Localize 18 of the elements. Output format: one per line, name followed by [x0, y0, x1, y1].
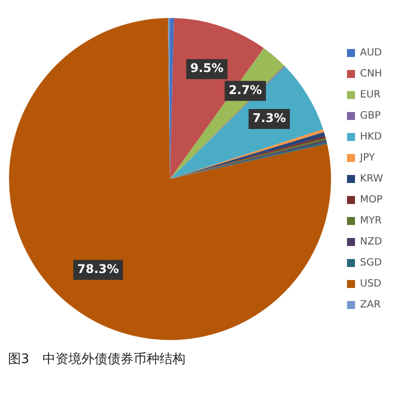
legend-label: JPY — [359, 152, 376, 164]
legend-label: KRW — [360, 174, 384, 185]
legend-label: EUR — [360, 90, 381, 101]
data-label: 7.3% — [252, 111, 286, 126]
text: 图3 中资境外债债券币种结构 — [8, 351, 186, 368]
legend-label: HKD — [360, 132, 382, 143]
legend-label: CNH — [360, 68, 382, 80]
legend-label: MOP — [360, 194, 383, 206]
legend-label: SGD — [360, 258, 382, 269]
legend-label: MYR — [360, 216, 382, 227]
legend-label: NZD — [360, 236, 382, 248]
data-label: 2.7% — [228, 82, 262, 97]
legend-label: GBP — [360, 110, 381, 122]
legend-label: USD — [360, 278, 382, 290]
data-label: 78.3% — [77, 262, 119, 276]
legend-label: AUD — [360, 48, 382, 59]
data-label: 9.5% — [190, 61, 224, 76]
legend-label: ZAR — [360, 300, 381, 311]
